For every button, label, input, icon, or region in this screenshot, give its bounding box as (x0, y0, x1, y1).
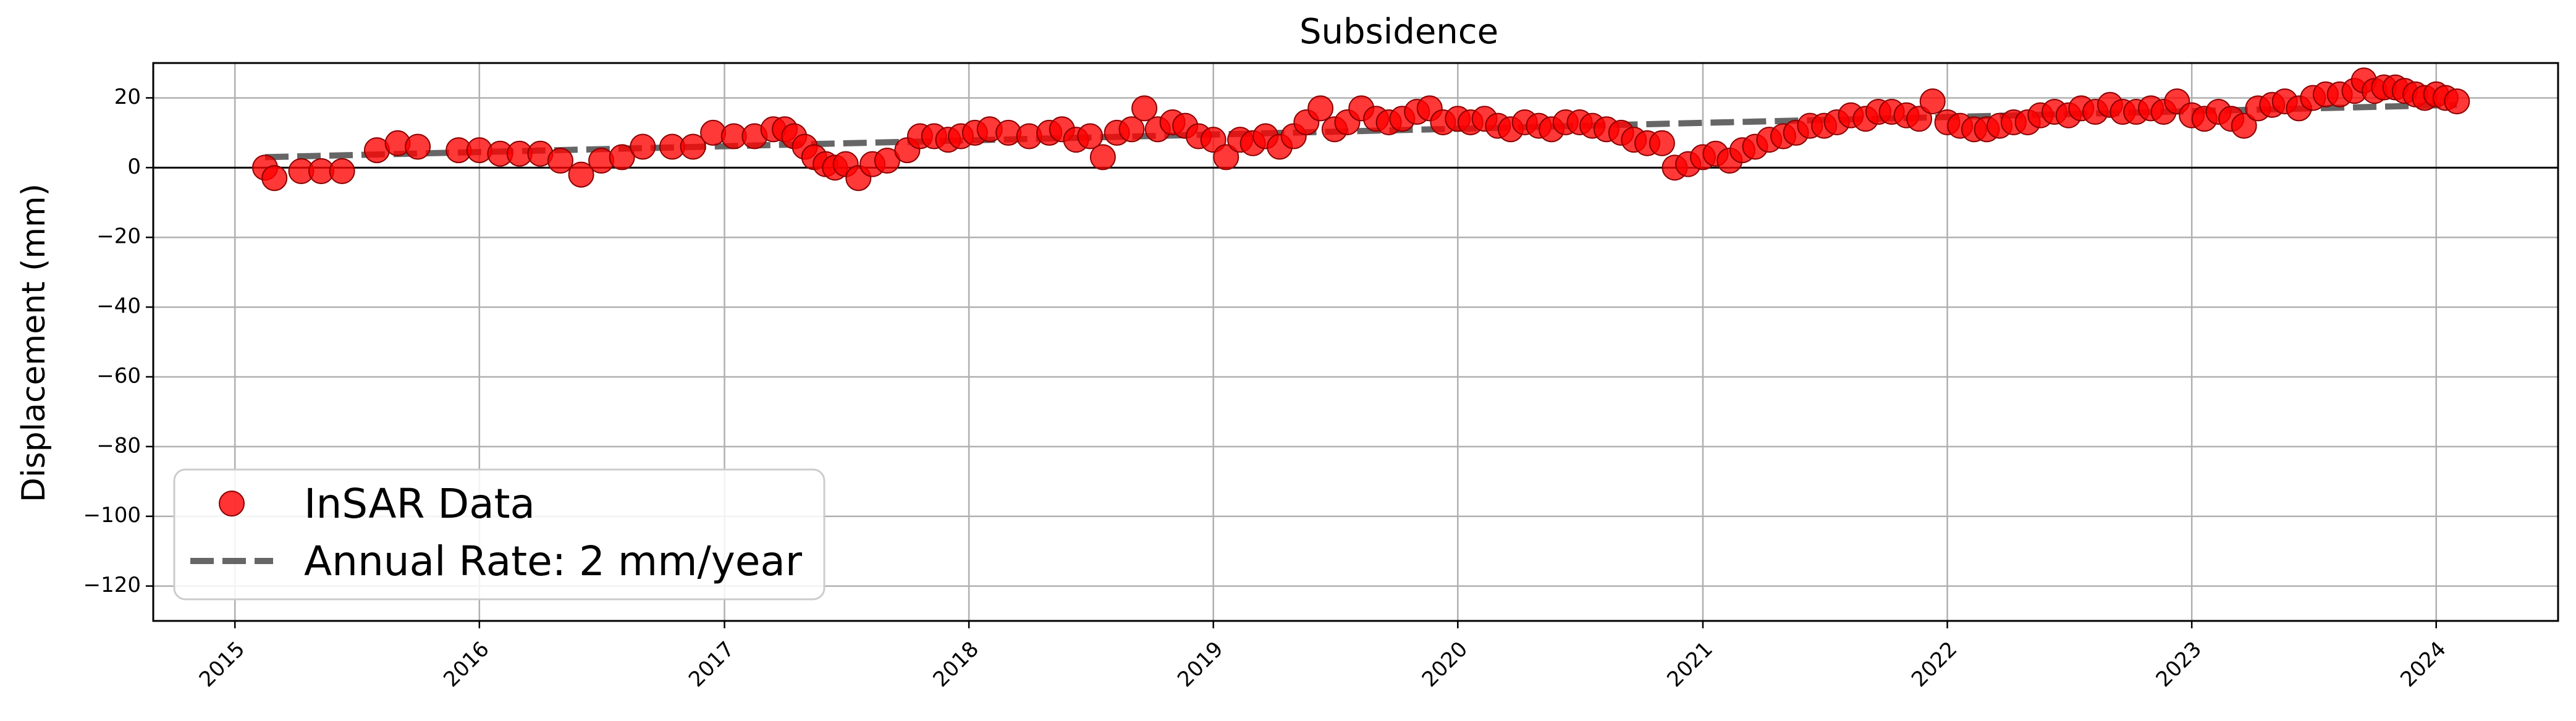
data-point (1213, 144, 1239, 171)
legend: InSAR Data Annual Rate: 2 mm/year (173, 468, 826, 601)
data-point (1919, 88, 1946, 115)
data-point (1089, 144, 1116, 171)
data-point (405, 133, 431, 160)
data-point (630, 133, 656, 160)
y-tick-label: −40 (96, 294, 141, 319)
data-point (547, 148, 573, 174)
data-point (568, 161, 594, 188)
y-tick-label: −20 (96, 224, 141, 249)
data-point (1077, 123, 1104, 150)
data-point (2444, 88, 2470, 115)
legend-box (173, 468, 826, 601)
data-point (609, 144, 635, 171)
plot-frame (152, 62, 2559, 622)
legend-label-insar: InSAR Data (304, 480, 535, 528)
data-points (251, 67, 2470, 192)
y-tick-label: −120 (83, 573, 141, 597)
data-point (1200, 127, 1227, 153)
y-tick-label: 20 (114, 85, 141, 109)
legend-label-trend: Annual Rate: 2 mm/year (304, 538, 803, 585)
y-tick-label: −60 (96, 363, 141, 388)
y-tick-label: −80 (96, 433, 141, 458)
data-point (2231, 112, 2257, 139)
data-point (329, 158, 355, 184)
data-point (261, 165, 288, 192)
data-point (1906, 106, 1933, 132)
data-point (1131, 95, 1158, 122)
chart-title: Subsidence (1299, 12, 1498, 52)
y-axis-title: Displacement (mm) (15, 183, 53, 502)
y-tick-label: 0 (127, 154, 141, 179)
y-tick-label: −100 (83, 503, 141, 528)
data-point (874, 148, 900, 174)
legend-marker-insar (219, 491, 245, 517)
data-point (680, 133, 706, 160)
data-point (1118, 116, 1145, 143)
y-axis-ticks: 20 0 −20 −40 −60 −80 −100 −120 (83, 85, 153, 597)
data-point (1649, 130, 1675, 156)
data-point (1307, 95, 1334, 122)
